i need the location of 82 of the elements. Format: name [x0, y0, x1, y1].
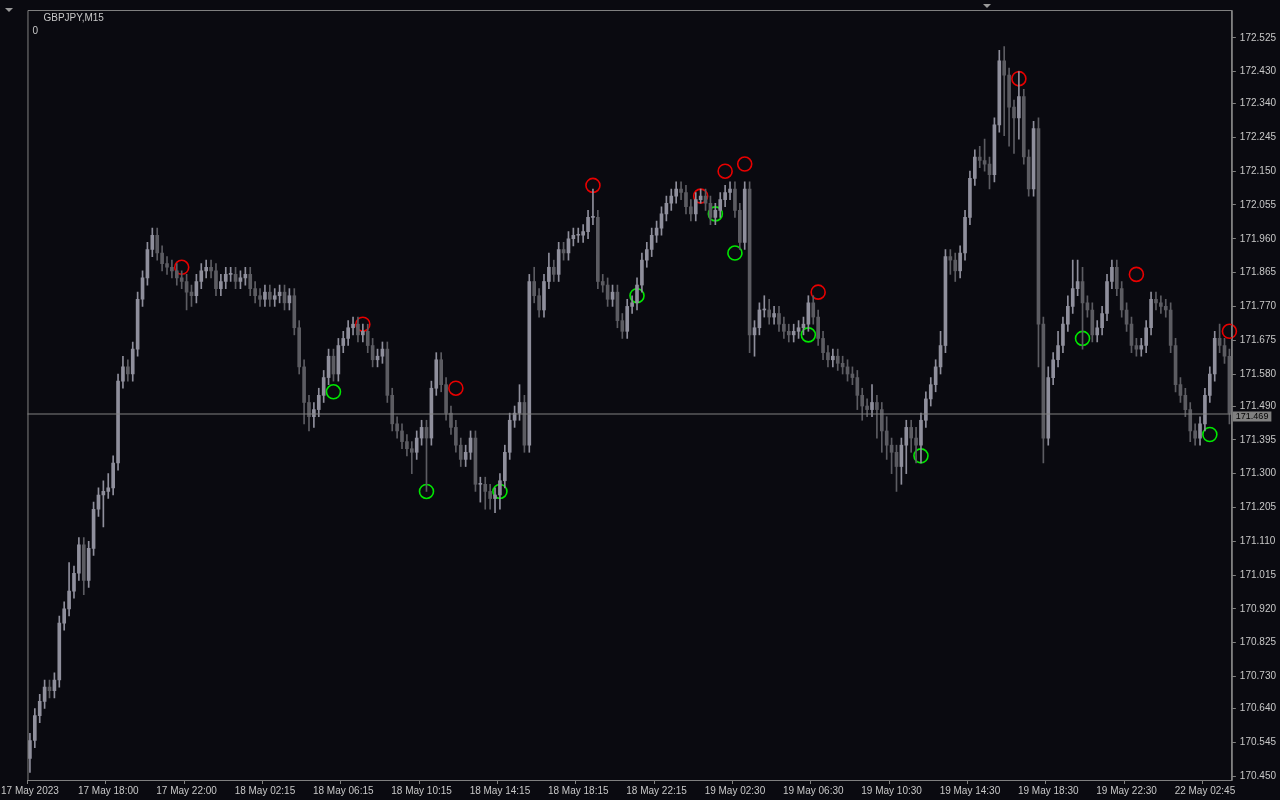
candlestick — [576, 227, 581, 243]
point — [1074, 330, 1091, 347]
y-tick-label: 171.865 — [1239, 266, 1277, 278]
x-tick-label: 18 May 18:15 — [547, 784, 609, 796]
point — [1221, 323, 1238, 340]
y-tick-label: 171.205 — [1239, 501, 1277, 513]
candlestick — [1012, 99, 1016, 154]
y-tick-label: 171.675 — [1239, 333, 1277, 345]
point — [418, 483, 435, 500]
point — [692, 188, 709, 204]
y-tick-label: 171.300 — [1239, 467, 1277, 479]
x-tick-label: 19 May 18:30 — [1017, 784, 1079, 796]
x-tick-label: 18 May 22:15 — [626, 784, 688, 796]
chart-title: GBPJPY,M15 — [43, 11, 105, 23]
candlestick — [493, 487, 497, 514]
candlestick — [483, 476, 488, 510]
point — [325, 384, 342, 400]
x-tick-label: 18 May 02:15 — [234, 784, 296, 796]
x-tick-label: 19 May 02:30 — [704, 784, 766, 796]
point — [1202, 426, 1218, 443]
y-tick-label: 172.525 — [1239, 31, 1277, 43]
x-tick-label: 19 May 14:30 — [939, 784, 1001, 796]
y-tick-label: 172.150 — [1239, 164, 1277, 176]
y-tick-label: 170.450 — [1239, 769, 1277, 781]
x-tick-label: 17 May 2023 — [1, 784, 60, 796]
y-tick-label: 170.825 — [1239, 636, 1277, 648]
y-tick-label: 170.730 — [1239, 670, 1277, 682]
x-tick-label: 17 May 22:00 — [156, 784, 218, 796]
y-tick-label: 171.960 — [1239, 232, 1277, 244]
x-tick-label: 19 May 06:30 — [782, 784, 844, 796]
y-tick-label: 171.110 — [1239, 534, 1276, 546]
candlestick — [1002, 46, 1007, 136]
candlestick — [1154, 291, 1158, 311]
point — [355, 316, 371, 332]
point — [717, 163, 733, 179]
candlestick — [831, 348, 835, 368]
y-tick-label: 172.430 — [1239, 65, 1277, 77]
y-tick-label: 170.640 — [1239, 702, 1277, 714]
y-tick-label: 170.545 — [1239, 736, 1277, 748]
y-tick-label: 172.055 — [1239, 198, 1277, 210]
candlestick — [361, 323, 365, 343]
point — [1128, 266, 1145, 283]
point — [913, 448, 929, 464]
candlestick — [772, 306, 776, 325]
candlestick — [786, 323, 791, 343]
candlestick — [106, 473, 111, 499]
candlestick — [272, 288, 277, 307]
x-tick-label: 18 May 06:15 — [312, 784, 374, 796]
point — [629, 287, 645, 304]
y-tick-label: 171.770 — [1239, 300, 1277, 312]
candlestick — [791, 323, 796, 343]
y-tick-label: 172.245 — [1239, 131, 1277, 143]
y-tick-label: 171.580 — [1239, 367, 1277, 379]
point — [173, 259, 190, 276]
candlestick — [179, 270, 184, 289]
candlestick — [914, 427, 918, 464]
point — [707, 206, 724, 222]
x-tick-label: 18 May 14:15 — [469, 784, 531, 796]
ref-line-label: 171.469 — [1235, 410, 1269, 421]
point — [448, 380, 464, 397]
point — [736, 156, 753, 172]
candlestick — [409, 441, 414, 474]
annotation: 0 — [32, 24, 39, 36]
x-tick-label: 17 May 18:00 — [77, 784, 139, 796]
y-tick-label: 171.490 — [1239, 399, 1277, 411]
y-tick-label: 172.340 — [1239, 97, 1277, 109]
point — [1011, 70, 1027, 87]
candlestick — [767, 298, 772, 325]
candlestick — [1163, 298, 1168, 318]
y-tick-label: 170.920 — [1239, 602, 1277, 614]
point — [800, 327, 817, 343]
y-tick-label: 171.395 — [1239, 433, 1277, 445]
candlestick — [977, 145, 982, 168]
x-tick-label: 22 May 02:45 — [1174, 784, 1236, 796]
y-tick-label: 171.015 — [1239, 568, 1277, 580]
point — [810, 284, 826, 300]
x-tick-label: 18 May 10:15 — [391, 784, 453, 796]
point — [492, 483, 508, 500]
point — [585, 177, 601, 194]
x-tick-label: 19 May 10:30 — [861, 784, 923, 796]
point — [727, 245, 743, 261]
x-tick-label: 19 May 22:30 — [1096, 784, 1158, 796]
